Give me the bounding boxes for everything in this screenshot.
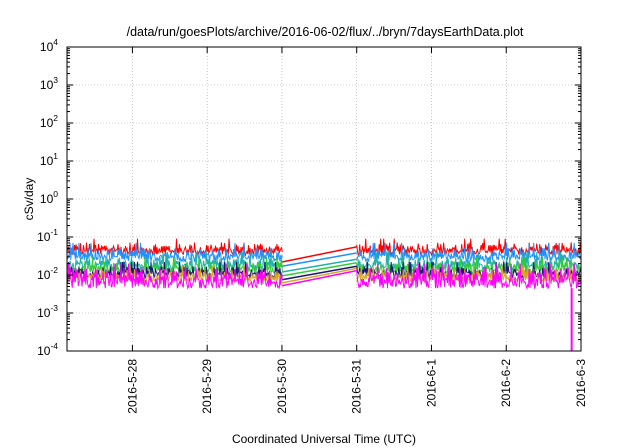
x-axis-tick-labels: 2016-5-28 2016-5-29 2016-5-30 2016-5-31 2016… [125,359,588,414]
y-tick-label-exponent: 3 [53,75,58,85]
x-tick-label: 2016-6-3 [574,359,588,407]
series-segment [66,265,283,284]
series-segment [356,263,582,291]
y-tick-label: 100 [40,189,58,206]
x-tick-label: 2016-5-28 [125,359,139,414]
y-tick-label-base: 10 [37,306,51,320]
series-gap-bridge [281,252,357,267]
y-tick-label-base: 10 [37,230,51,244]
y-tick-label: 102 [40,113,58,130]
series-gap-bridge [281,269,357,287]
y-tick-label-exponent: 0 [53,189,58,199]
y-tick-label: 104 [40,37,58,54]
series-gap-bridge [281,267,357,284]
y-tick-label-base: 10 [40,192,54,206]
y-tick-label-base: 10 [37,268,51,282]
series-gap-bridge [281,258,357,273]
x-tick-label: 2016-5-29 [200,359,214,414]
axis-ticks [67,46,582,352]
y-tick-label: 10-2 [37,265,58,282]
series-layer [66,238,582,351]
series-segment [66,263,283,291]
y-tick-label-exponent: 4 [53,37,58,47]
y-tick-label-exponent: 2 [53,113,58,123]
y-tick-label: 10-1 [37,227,58,244]
series-gap-bridge [281,262,357,277]
y-tick-label-exponent: 1 [53,151,58,161]
y-tick-label: 10-3 [37,303,58,320]
x-tick-label: 2016-6-1 [424,359,438,407]
y-tick-label: 101 [40,151,58,168]
grid [67,47,581,351]
y-tick-label: 10-4 [37,341,58,358]
y-tick-label-base: 10 [40,78,54,92]
chart-title: /data/run/goesPlots/archive/2016-06-02/f… [127,25,524,39]
series-gap-bridge [281,265,357,281]
y-tick-label: 103 [40,75,58,92]
series-gap-bridge [281,246,357,263]
y-tick-label-exponent: -2 [50,265,58,275]
x-tick-label: 2016-5-31 [350,359,364,414]
series-line [66,263,582,351]
x-axis-label: Coordinated Universal Time (UTC) [232,432,416,446]
y-axis-label: cSv/day [22,178,36,221]
y-tick-label-exponent: -1 [50,227,58,237]
y-tick-label-base: 10 [40,154,54,168]
y-tick-label-base: 10 [37,344,51,358]
y-tick-label-base: 10 [40,116,54,130]
y-tick-label-base: 10 [40,40,54,54]
y-tick-label-exponent: -3 [50,303,58,313]
series-segment [356,242,582,264]
x-tick-label: 2016-5-30 [275,359,289,414]
plot-frame [66,46,582,352]
x-tick-label: 2016-6-2 [499,359,513,407]
y-tick-label-exponent: -4 [50,341,58,351]
